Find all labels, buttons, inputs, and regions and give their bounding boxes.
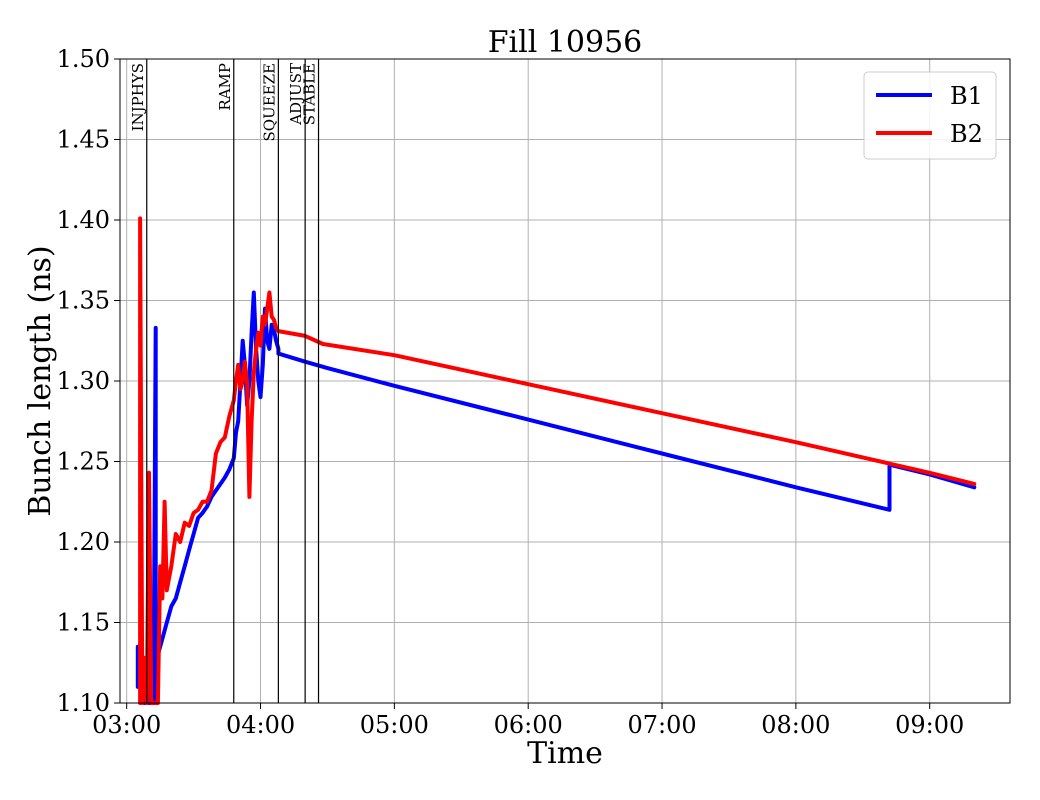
- x-tick-label: 03:00: [92, 711, 161, 739]
- chart-title: Fill 10956: [488, 25, 643, 60]
- legend: B1 B2: [863, 71, 997, 160]
- mode-label-adjust: ADJUST: [287, 63, 305, 126]
- y-tick-label: 1.45: [57, 126, 110, 154]
- series-layer: [135, 216, 977, 705]
- mode-label-stable: STABLE: [301, 63, 319, 125]
- x-tick-label: 08:00: [761, 711, 830, 739]
- x-tick-label: 06:00: [494, 711, 563, 739]
- x-tick-label: 09:00: [895, 711, 964, 739]
- y-tick-label: 1.25: [57, 448, 110, 476]
- y-tick-label: 1.40: [57, 206, 110, 234]
- mode-label-ramp: RAMP: [216, 63, 234, 111]
- y-tick-label: 1.30: [57, 367, 110, 395]
- legend-label-b2: B2: [950, 120, 983, 148]
- y-tick-label: 1.20: [57, 528, 110, 556]
- y-tick-label: 1.35: [57, 287, 110, 315]
- y-axis-title: Bunch length (ns): [23, 245, 58, 516]
- mode-label-squeeze: SQUEEZE: [260, 63, 278, 142]
- x-axis-title: Time: [527, 736, 603, 771]
- x-tick-label: 07:00: [627, 711, 696, 739]
- series-line-b2: [138, 216, 977, 705]
- y-tick-label: 1.50: [57, 45, 110, 73]
- x-tick-label: 04:00: [226, 711, 295, 739]
- legend-label-b1: B1: [950, 82, 983, 110]
- axis-ticks: 03:00 04:00 05:00 06:00 07:00 08:00 09:00 1.10 1…: [57, 45, 965, 739]
- y-tick-label: 1.10: [57, 689, 110, 717]
- mode-label-injphys: INJPHYS: [129, 63, 147, 131]
- x-tick-label: 05:00: [360, 711, 429, 739]
- y-tick-label: 1.15: [57, 609, 110, 637]
